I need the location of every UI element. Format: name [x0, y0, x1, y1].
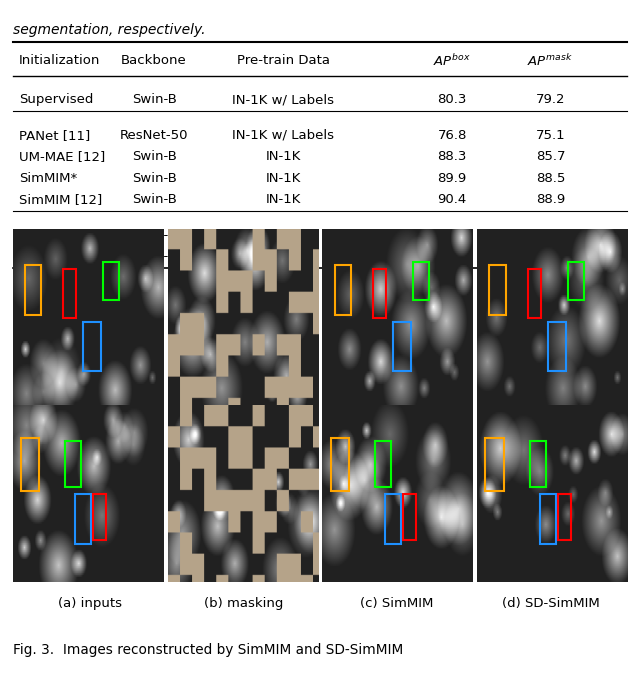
Text: IN-1K: IN-1K — [266, 228, 301, 242]
Bar — [527, 269, 541, 318]
Bar — [413, 262, 429, 301]
Bar — [540, 494, 556, 543]
Text: 80.3: 80.3 — [437, 93, 467, 106]
Text: Pre-train Data: Pre-train Data — [237, 54, 330, 67]
Bar — [63, 269, 76, 318]
Text: 90.7: 90.7 — [437, 228, 467, 242]
Text: 88.5: 88.5 — [536, 172, 565, 185]
Bar — [557, 494, 571, 540]
Text: Swin-B: Swin-B — [132, 93, 177, 106]
Bar — [490, 265, 506, 315]
Bar — [373, 269, 386, 318]
Text: SD-SimMIM*: SD-SimMIM* — [19, 228, 100, 242]
Text: Swin-B: Swin-B — [132, 228, 177, 242]
Bar — [403, 494, 416, 540]
Text: Supervised: Supervised — [19, 93, 93, 106]
Text: (c) SimMIM: (c) SimMIM — [360, 597, 433, 610]
Text: IN-1K w/ Labels: IN-1K w/ Labels — [232, 129, 334, 141]
Bar — [385, 494, 401, 543]
Text: 90.2: 90.2 — [534, 250, 566, 263]
Bar — [83, 322, 101, 371]
Bar — [393, 322, 411, 371]
Text: segmentation, respectively.: segmentation, respectively. — [13, 22, 205, 37]
Bar — [104, 262, 120, 301]
Text: Initialization: Initialization — [19, 54, 100, 67]
Bar — [335, 265, 351, 315]
Text: 85.7: 85.7 — [536, 150, 565, 163]
Text: UM-MAE [12]: UM-MAE [12] — [19, 150, 105, 163]
Text: IN-1K: IN-1K — [266, 250, 301, 263]
Text: 89.6: 89.6 — [536, 228, 565, 242]
Text: 89.9: 89.9 — [438, 172, 467, 185]
Text: Swin-B: Swin-B — [132, 172, 177, 185]
Text: 79.2: 79.2 — [536, 93, 565, 106]
Text: SimMIM [12]: SimMIM [12] — [19, 193, 102, 207]
Bar — [568, 262, 584, 301]
Text: 88.3: 88.3 — [437, 150, 467, 163]
Text: Fig. 3.  Images reconstructed by SimMIM and SD-SimMIM: Fig. 3. Images reconstructed by SimMIM a… — [13, 643, 403, 657]
Text: 76.8: 76.8 — [437, 129, 467, 141]
Bar — [331, 438, 349, 491]
Text: Swin-B: Swin-B — [132, 150, 177, 163]
Text: Backbone: Backbone — [121, 54, 187, 67]
Text: PANet [11]: PANet [11] — [19, 129, 90, 141]
Text: IN-1K: IN-1K — [266, 150, 301, 163]
Text: SimMIM*: SimMIM* — [19, 172, 77, 185]
Text: Swin-B: Swin-B — [132, 193, 177, 207]
Bar — [486, 438, 504, 491]
Text: (d) SD-SimMIM: (d) SD-SimMIM — [502, 597, 599, 610]
Text: Swin-B: Swin-B — [132, 250, 177, 263]
Bar — [76, 494, 92, 543]
Text: 75.1: 75.1 — [536, 129, 565, 141]
Bar — [548, 322, 566, 371]
Text: 88.9: 88.9 — [536, 193, 565, 207]
Text: ResNet-50: ResNet-50 — [120, 129, 188, 141]
Bar — [65, 441, 81, 488]
Bar — [375, 441, 391, 488]
Text: (b) masking: (b) masking — [204, 597, 283, 610]
Text: IN-1K: IN-1K — [266, 193, 301, 207]
Bar — [26, 265, 42, 315]
Text: IN-1K w/ Labels: IN-1K w/ Labels — [232, 93, 334, 106]
Text: (a) inputs: (a) inputs — [58, 597, 122, 610]
Text: SD-SimMIM: SD-SimMIM — [19, 250, 93, 263]
Text: $AP^{box}$: $AP^{box}$ — [433, 52, 471, 69]
Bar — [529, 441, 545, 488]
Bar — [93, 494, 106, 540]
Text: $AP^{mask}$: $AP^{mask}$ — [527, 52, 573, 69]
Text: 90.4: 90.4 — [438, 193, 467, 207]
Bar — [21, 438, 39, 491]
Text: IN-1K: IN-1K — [266, 172, 301, 185]
Text: 92.4: 92.4 — [436, 250, 468, 263]
